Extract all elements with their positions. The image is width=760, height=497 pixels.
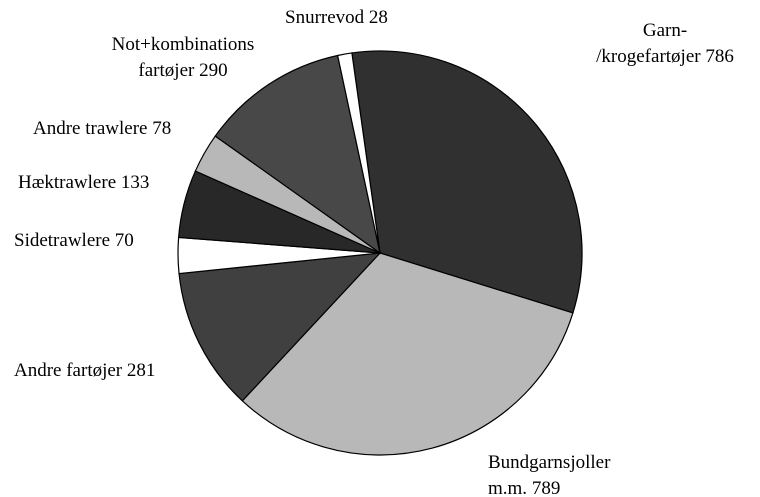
value-label: 786 xyxy=(705,46,734,67)
category-name: Andre trawlere xyxy=(33,118,148,139)
category-name: Garn- /krogefartøjer xyxy=(596,20,701,67)
category-name: Not+kombinations fartøjer xyxy=(111,34,255,81)
slice-label: Not+kombinations fartøjer 290 xyxy=(78,32,288,84)
slice-label: Hæktrawlere 133 xyxy=(18,170,218,196)
value-label: 789 xyxy=(531,478,561,497)
category-name: Andre fartøjer xyxy=(14,360,123,381)
slice-label: Sidetrawlere 70 xyxy=(14,228,214,254)
pie-slice xyxy=(351,50,583,314)
slice-label: Snurrevod 28 xyxy=(285,5,485,31)
value-label: 78 xyxy=(152,118,172,139)
slice-label: Bundgarnsjoller m.m. 789 xyxy=(488,450,688,497)
value-label: 281 xyxy=(126,360,156,381)
slice-label: Garn- /krogefartøjer 786 xyxy=(585,18,745,70)
value-label: 28 xyxy=(368,7,388,28)
slice-label: Andre fartøjer 281 xyxy=(14,358,254,384)
slice-label: Andre trawlere 78 xyxy=(33,116,233,142)
category-name: Bundgarnsjoller m.m. xyxy=(488,452,611,497)
category-name: Sidetrawlere xyxy=(14,230,111,251)
pie-slice xyxy=(336,52,381,254)
value-label: 133 xyxy=(120,172,150,193)
value-label: 70 xyxy=(114,230,134,251)
category-name: Hæktrawlere xyxy=(18,172,117,193)
pie-slice xyxy=(241,252,574,456)
value-label: 290 xyxy=(199,60,228,81)
category-name: Snurrevod xyxy=(285,7,365,28)
pie-slice xyxy=(178,252,382,402)
pie-slice xyxy=(214,54,381,255)
